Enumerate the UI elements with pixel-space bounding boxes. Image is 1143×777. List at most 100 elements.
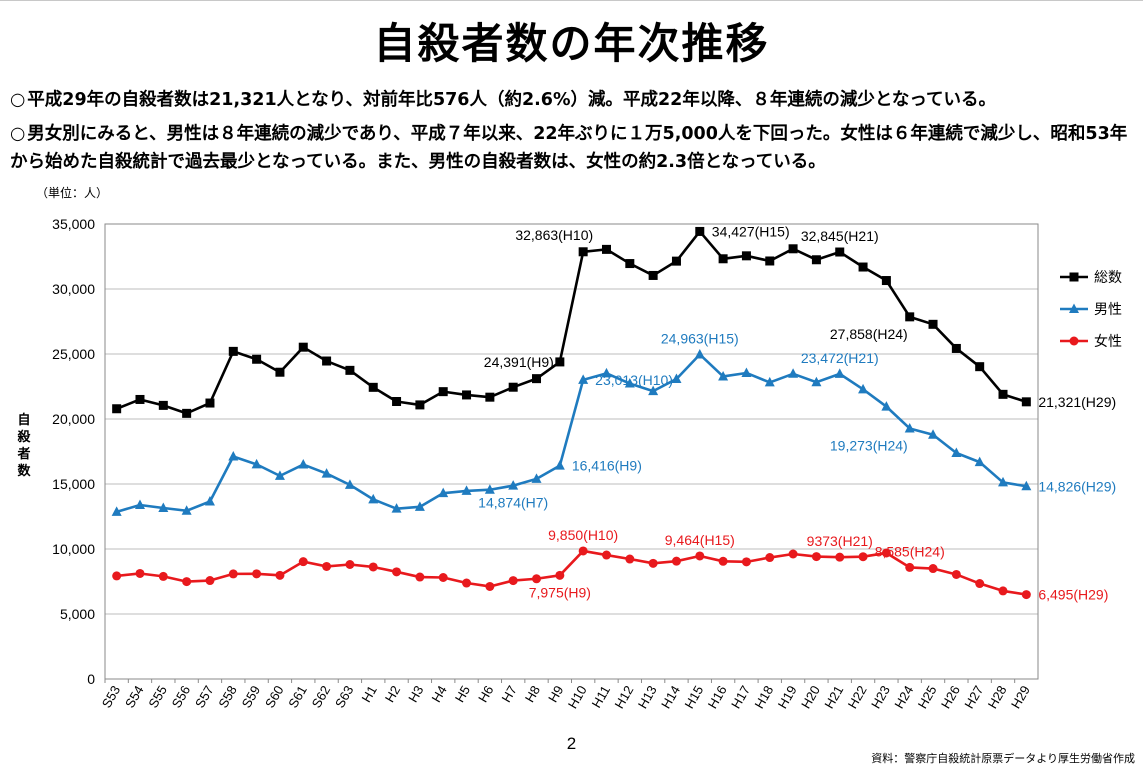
x-tick-label: H6 (475, 683, 496, 705)
bullet-mark-2: ○ (10, 124, 26, 144)
data-point-female (881, 548, 891, 558)
x-tick-label: H17 (728, 683, 753, 711)
data-label-female: 6,495(H29) (1038, 587, 1108, 603)
x-tick-label: H5 (452, 683, 473, 705)
data-point-total (975, 362, 985, 372)
data-point-male (694, 348, 705, 359)
data-point-female (998, 586, 1008, 596)
legend-marker-female (1069, 336, 1079, 346)
x-tick-label: H28 (985, 683, 1010, 711)
data-point-female (695, 551, 705, 561)
x-tick-label: H14 (658, 683, 683, 711)
data-point-female (858, 552, 868, 562)
data-point-total (228, 346, 238, 356)
data-point-male (951, 447, 962, 457)
data-point-female (741, 557, 751, 567)
data-point-total (275, 367, 285, 377)
data-point-total (158, 400, 168, 410)
data-point-male (648, 385, 659, 396)
x-tick-label: S56 (169, 683, 194, 711)
bullet-point-1: ○ 平成29年の自殺者数は21,321人となり、対前年比576人（約2.6%）減。… (10, 86, 1135, 114)
x-tick-label: H7 (498, 683, 519, 705)
data-label-male: 14,874(H7) (478, 495, 548, 511)
data-point-total (298, 342, 308, 352)
x-tick-label: H25 (915, 683, 940, 711)
legend-marker-male (1069, 303, 1079, 313)
data-point-female (275, 570, 285, 580)
data-point-female (601, 550, 611, 560)
data-point-female (555, 570, 565, 580)
data-point-male (391, 503, 402, 513)
data-point-total (112, 404, 122, 414)
data-point-total (951, 343, 961, 353)
y-axis-label-char: 殺 (16, 429, 31, 444)
top-border-line (0, 0, 1143, 1)
x-tick-label: S58 (215, 683, 240, 711)
data-label-male: 23,013(H10) (595, 372, 673, 388)
data-point-total (788, 244, 798, 254)
y-tick-label: 5,000 (60, 606, 95, 622)
x-tick-label: H16 (705, 683, 730, 711)
data-point-total (695, 226, 705, 236)
y-axis-label-char: 自 (17, 412, 30, 427)
x-tick-label: H23 (868, 683, 893, 711)
y-axis-label: 自殺者数 (16, 412, 31, 478)
legend-label-male: 男性 (1094, 301, 1122, 317)
data-point-male (461, 485, 472, 495)
data-point-female (718, 556, 728, 566)
data-point-female (485, 581, 495, 591)
bullet-text-1: 平成29年の自殺者数は21,321人となり、対前年比576人（約2.6%）減。平… (27, 90, 996, 110)
x-tick-label: S63 (332, 683, 357, 711)
data-point-female (158, 571, 168, 581)
x-tick-label: H4 (429, 683, 450, 705)
data-point-female (368, 562, 378, 572)
data-label-female: 7,975(H9) (529, 584, 591, 600)
x-tick-label: H22 (845, 683, 870, 711)
data-point-total (485, 392, 495, 402)
y-axis-label-char: 者 (16, 446, 30, 461)
data-point-male (181, 505, 192, 515)
data-point-male (764, 376, 775, 387)
x-tick-label: H1 (359, 683, 380, 705)
source-note: 資料：警察庁自殺統計原票データより厚生労働省作成 (871, 752, 1135, 765)
x-tick-label: H2 (382, 683, 403, 705)
data-label-female: 9,850(H10) (548, 527, 618, 543)
data-point-total (322, 356, 332, 366)
data-point-male (438, 487, 449, 498)
data-point-total (392, 397, 402, 407)
x-tick-label: H21 (821, 683, 846, 711)
series-line-male (116, 353, 1027, 514)
data-label-male: 23,472(H21) (801, 350, 879, 366)
x-tick-label: S55 (145, 683, 170, 711)
y-tick-label: 20,000 (52, 411, 95, 427)
data-point-male (508, 480, 519, 490)
x-tick-label: S53 (99, 683, 124, 711)
data-point-male (111, 506, 122, 516)
data-point-male (321, 468, 332, 478)
data-point-total (928, 319, 938, 329)
data-point-male (368, 493, 379, 504)
data-point-total (625, 259, 635, 269)
data-point-total (205, 398, 215, 408)
series-line-female (116, 549, 1027, 596)
data-point-male (228, 450, 239, 461)
x-tick-label: H18 (751, 683, 776, 711)
data-point-male (998, 476, 1009, 487)
y-axis-label-char: 数 (17, 463, 31, 478)
y-tick-label: 30,000 (52, 281, 95, 297)
data-point-female (532, 574, 542, 584)
data-point-male (344, 479, 355, 489)
data-point-total (438, 387, 448, 397)
page-number: 2 (566, 734, 577, 753)
data-label-male: 16,416(H9) (572, 458, 642, 474)
data-point-female (951, 569, 961, 579)
data-point-male (484, 484, 495, 494)
data-point-total (345, 365, 355, 375)
data-point-male (834, 368, 845, 378)
data-point-male (251, 458, 262, 469)
data-point-total (905, 312, 915, 322)
data-point-total (835, 247, 845, 257)
data-point-total (765, 256, 775, 266)
data-point-male (298, 459, 309, 469)
data-point-female (182, 577, 192, 587)
